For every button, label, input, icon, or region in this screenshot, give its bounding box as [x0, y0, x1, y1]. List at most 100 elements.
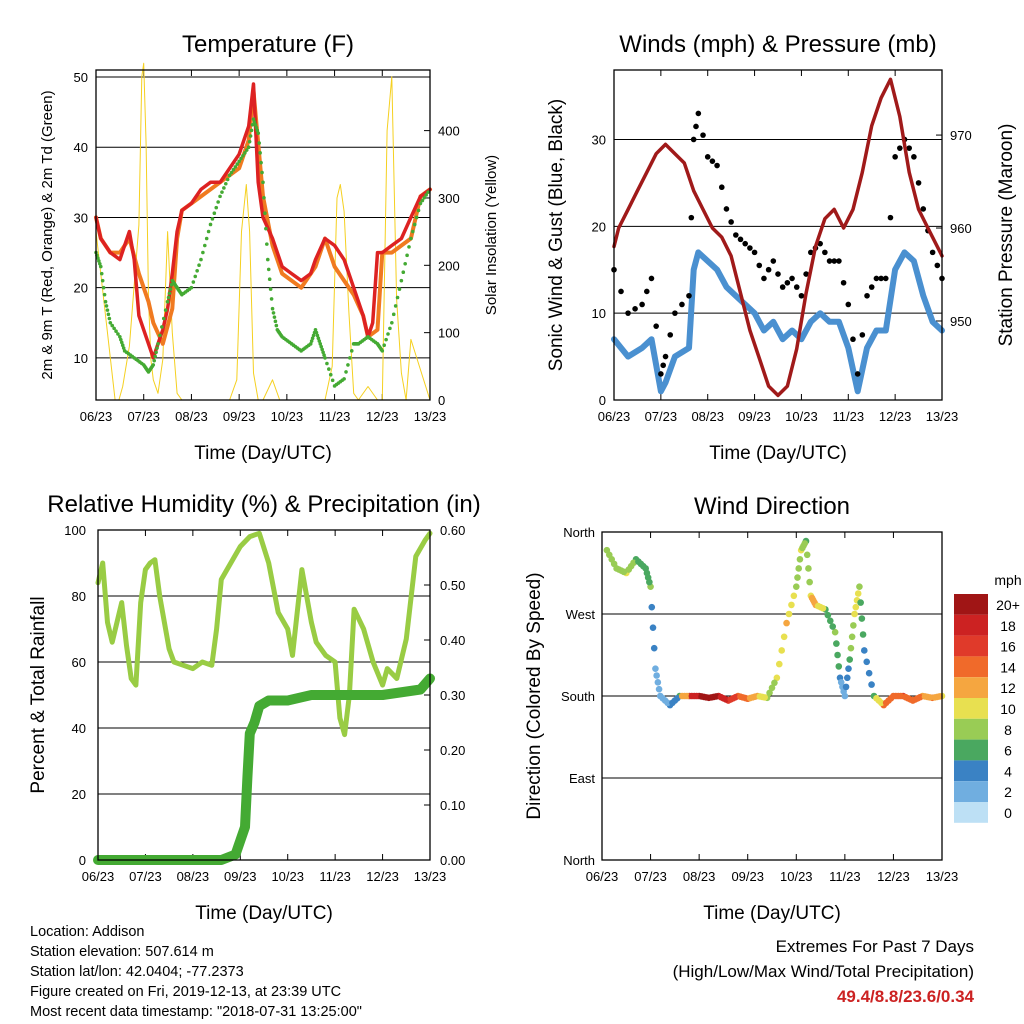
- direction-point: [819, 605, 827, 612]
- legend-swatch: [954, 614, 988, 636]
- temperature-dewpoint-point: [253, 122, 258, 127]
- direction-plot-frame: [601, 531, 943, 861]
- legend-label: 8: [1004, 722, 1012, 738]
- extremes-values: 49.4/8.8/23.6/0.34: [836, 987, 974, 1006]
- winds-gust-point: [775, 271, 781, 277]
- temperature-y2label: Solar Insolation (Yellow): [483, 155, 500, 315]
- temperature-dewpoint-point: [393, 304, 398, 308]
- winds-gust-point: [850, 336, 856, 343]
- temperature-dewpoint-point: [191, 280, 196, 284]
- recent-timestamp-text: Most recent data timestamp: "2018-07-31 …: [30, 1004, 362, 1020]
- temperature-y2tick-label: 0: [438, 393, 445, 408]
- temperature-dewpoint-point: [320, 347, 324, 352]
- temperature-dewpoint-point: [121, 346, 126, 350]
- temperature-dewpoint-point: [249, 128, 254, 133]
- direction-xlabel: Time (Day/UTC): [703, 903, 841, 924]
- temperature-y2tick-label: 200: [438, 258, 460, 273]
- legend-label: 16: [1000, 639, 1016, 655]
- temperature-dewpoint-point: [422, 195, 427, 200]
- direction-xtick-label: 06/23: [586, 869, 619, 884]
- temperature-dewpoint-point: [384, 337, 388, 342]
- temperature-dewpoint-point: [235, 162, 240, 166]
- direction-point: [858, 615, 866, 622]
- temperature-dewpoint-point: [155, 346, 159, 350]
- temperature-dewpoint-point: [212, 211, 217, 216]
- direction-point: [848, 633, 856, 641]
- humidity-y2tick-label: 0.30: [440, 688, 465, 703]
- humidity-y2tick-label: 0.60: [440, 523, 465, 538]
- direction-point: [722, 696, 730, 703]
- legend-swatch: [954, 594, 988, 615]
- temperature-dewpoint-point: [382, 343, 386, 348]
- humidity-y2tick-label: 0.20: [440, 743, 465, 758]
- temperature-dewpoint-point: [265, 257, 270, 262]
- temperature-dewpoint-point: [151, 363, 156, 367]
- temperature-dewpoint-point: [166, 295, 171, 300]
- direction-point: [790, 592, 798, 600]
- winds-gust-point: [864, 292, 870, 299]
- temperature-dewpoint-point: [388, 326, 392, 331]
- direction-point: [775, 660, 783, 668]
- direction-point: [778, 647, 786, 654]
- direction-point: [936, 693, 943, 700]
- temperature-dewpoint-point: [407, 245, 411, 249]
- direction-point: [703, 694, 710, 701]
- winds-ytick-label: 0: [599, 393, 606, 408]
- temperature-ytick-label: 40: [74, 140, 88, 155]
- humidity-xtick-label: 13/23: [414, 869, 447, 884]
- humidity-y2tick-label: 0.10: [440, 798, 465, 813]
- temperature-dewpoint-point: [255, 128, 260, 133]
- temperature-dewpoint-point: [272, 315, 277, 319]
- legend-label: 14: [1000, 659, 1016, 675]
- temperature-dewpoint-point: [265, 242, 269, 246]
- temperature-dewpoint-point: [112, 326, 116, 331]
- temperature-dewpoint-point: [106, 312, 111, 317]
- temperature-dewpoint-point: [319, 344, 324, 349]
- temperature-dewpoint-point: [103, 299, 108, 304]
- temperature-dewpoint-point: [105, 308, 110, 312]
- temperature-dewpoint-point: [161, 316, 166, 321]
- winds-xtick-label: 13/23: [926, 409, 959, 424]
- temperature-dewpoint-point: [154, 350, 158, 355]
- temperature-dewpoint-point: [411, 229, 415, 234]
- winds-xtick-label: 06/23: [598, 409, 631, 424]
- temperature-dewpoint-point: [256, 131, 261, 135]
- winds-gust-point: [751, 249, 758, 256]
- temperature-ytick-label: 20: [74, 281, 88, 296]
- temperature-dewpoint-point: [114, 329, 118, 333]
- location-text: Location: Addison: [30, 924, 145, 940]
- winds-gust-point: [859, 332, 866, 338]
- temperature-dewpoint-point: [246, 145, 251, 150]
- temperature-dewpoint-point: [104, 304, 109, 308]
- temperature-dewpoint-point: [259, 160, 263, 165]
- winds-gust-point: [742, 240, 748, 247]
- legend-label: 6: [1004, 743, 1012, 759]
- legend-swatch: [954, 718, 988, 740]
- winds-sonic-wind-line: [611, 249, 945, 395]
- direction-point: [654, 679, 662, 686]
- direction-point: [741, 694, 749, 702]
- temperature-dewpoint-point: [308, 342, 313, 346]
- winds-gust-point: [887, 214, 894, 221]
- temperature-xtick-label: 08/23: [175, 409, 208, 424]
- direction-point: [916, 693, 924, 701]
- direction-point: [847, 644, 855, 652]
- winds-panel: Winds (mph) & Pressure (mb) 06/23 07/23 08/…: [546, 31, 1017, 464]
- temperature-dewpoint-point: [120, 343, 125, 348]
- direction-point: [803, 551, 811, 559]
- humidity-xlabel: Time (Day/UTC): [195, 903, 333, 924]
- temperature-dewpoint-point: [208, 222, 213, 227]
- winds-gust-point: [873, 275, 880, 282]
- winds-gust-point: [897, 145, 903, 151]
- winds-y2tick-label: 970: [950, 128, 972, 143]
- winds-gust-point: [808, 249, 814, 256]
- direction-point: [835, 663, 843, 670]
- winds-pressure-line: [612, 77, 944, 398]
- temperature-ytick-label: 50: [74, 70, 88, 85]
- direction-point: [771, 679, 778, 687]
- temperature-dewpoint-point: [167, 291, 172, 296]
- winds-y2label: Station Pressure (Maroon): [996, 124, 1017, 347]
- temperature-dewpoint-point: [395, 295, 400, 300]
- temperature-dewpoint-point: [386, 332, 390, 336]
